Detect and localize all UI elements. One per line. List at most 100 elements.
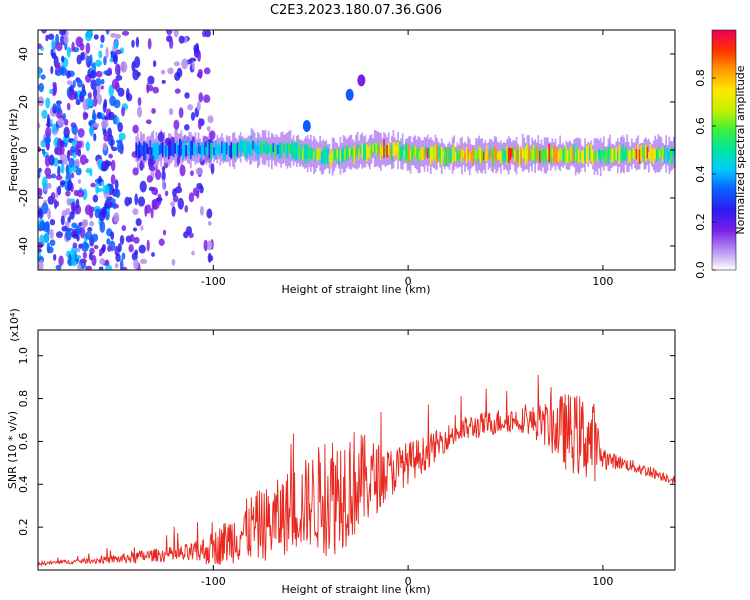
spectrogram-noise-cell (133, 236, 140, 244)
spectrogram-noise-cell (51, 39, 56, 50)
spectrogram-noise-cell (85, 42, 91, 54)
spectrogram-ridge-cell (568, 148, 571, 162)
spectrogram-noise-cell (91, 254, 97, 267)
spectrogram-ridge-cell (419, 150, 421, 160)
spectrogram-noise-cell (41, 176, 48, 189)
spectrogram-layer (38, 30, 675, 270)
spectrogram-noise-cell (74, 158, 80, 167)
spectrogram-ridge-cell (266, 142, 269, 156)
spectrogram-ridge-cell (328, 154, 331, 164)
spectrogram-noise-cell (110, 159, 116, 172)
spectrogram-noise-cell (178, 35, 185, 44)
spectrogram-ridge-cell (261, 139, 264, 155)
spectrogram-noise-cell (71, 222, 78, 229)
spectrogram-ridge-cell (507, 147, 510, 164)
spectrogram-noise-cell (98, 266, 104, 270)
spectrogram-ridge-cell (376, 142, 379, 156)
spectrogram-noise-cell (76, 189, 85, 198)
spectrogram-ridge-cell (225, 142, 228, 155)
spectrogram-noise-cell (125, 88, 130, 100)
spectrogram-ridge-cell (147, 146, 150, 155)
spectrogram-ridge-cell (294, 142, 297, 161)
spectrogram-noise-cell (87, 227, 93, 232)
spectrogram-noise-cell (43, 136, 51, 145)
spectrogram-ridge-cell (389, 147, 392, 160)
spectrogram-noise-cell (64, 221, 70, 228)
spectrogram-noise-cell (66, 149, 70, 162)
spectrogram-ridge-cell (615, 147, 618, 161)
spectrogram-ridge-cell (496, 152, 499, 161)
spectrogram-noise-cell (178, 107, 184, 119)
spectrogram-ridge-cell (577, 148, 580, 164)
spectrogram-noise-cell (70, 201, 76, 213)
spectrogram-noise-cell (40, 74, 46, 80)
spectrogram-ridge-cell (459, 146, 462, 159)
spectrogram-ridge-cell (521, 147, 524, 159)
spectrogram-ridge-cell (464, 153, 466, 161)
spectrogram-noise-cell (157, 131, 165, 143)
spectrogram-ridge-cell (283, 144, 286, 153)
spectrogram-ridge-cell (149, 140, 152, 159)
spectrogram-ridge-cell (189, 140, 192, 160)
spectrogram-ridge-cell (161, 141, 164, 157)
spectrogram-noise-cell (115, 253, 121, 263)
spectrogram-noise-cell (38, 259, 44, 270)
spectrogram-ridge-cell (540, 149, 543, 162)
spectrogram-noise-cell (117, 243, 122, 253)
spectrogram-noise-cell (209, 130, 216, 141)
snr-x-tick-label: 100 (592, 575, 613, 588)
spectrogram-noise-cell (171, 258, 176, 266)
spectrogram-noise-cell (54, 200, 60, 207)
spectrogram-ridge-cell (557, 150, 560, 163)
spectrogram-noise-cell (46, 182, 52, 189)
spectrogram-ridge-cell (613, 148, 616, 163)
spectrogram-noise-cell (118, 132, 126, 141)
spectrogram-ridge-cell (543, 147, 546, 163)
spectrogram-noise-cell (50, 191, 56, 201)
spectrogram-ridge-cell (242, 141, 245, 153)
spectrogram-noise-cell (128, 196, 133, 205)
spectrogram-ridge-cell (456, 150, 459, 161)
spectrogram-noise-cell (204, 30, 212, 38)
snr-layer (38, 374, 675, 567)
spectrogram-ridge-cell (461, 148, 463, 163)
spectrogram-noise-cell (49, 88, 54, 95)
spectrogram-x-tick-label: 0 (405, 275, 412, 288)
spectrogram-ridge-cell (146, 143, 149, 154)
spectrogram-ridge-cell (157, 143, 159, 159)
spectrogram-ridge-cell (673, 148, 675, 157)
spectrogram-ridge-cell (632, 148, 635, 159)
spectrogram-ridge-cell (347, 144, 350, 160)
spectrogram-noise-cell (44, 167, 52, 177)
spectrogram-noise-cell (90, 69, 97, 79)
spectrogram-noise-cell (114, 63, 121, 76)
spectrogram-ridge-cell (222, 141, 225, 161)
spectrogram-panel: -100 0 100 -40 -20 0 20 40 Height of straight l… (7, 29, 676, 296)
spectrogram-noise-cell (62, 113, 66, 121)
spectrogram-noise-cell (68, 253, 72, 264)
spectrogram-ridge-cell (420, 147, 423, 160)
spectrogram-ridge-cell (387, 142, 390, 155)
spectrogram-ridge-cell (400, 146, 403, 161)
spectrogram-noise-cell (146, 84, 154, 92)
spectrogram-ridge-cell (436, 144, 438, 164)
spectrogram-noise-cell (151, 108, 156, 114)
spectrogram-noise-cell (184, 124, 190, 131)
spectrogram-ridge-cell (286, 143, 289, 158)
spectrogram-ridge-cell (526, 143, 529, 162)
spectrogram-noise-cell (59, 140, 65, 147)
spectrogram-ridge-cell (553, 146, 555, 162)
spectrogram-noise-cell (87, 30, 94, 35)
spectrogram-ridge-cell (531, 149, 533, 160)
spectrogram-noise-cell (132, 227, 138, 232)
spectrogram-noise-cell (77, 128, 85, 138)
spectrogram-noise-cell (76, 255, 82, 260)
spectrogram-noise-cell (87, 92, 92, 100)
spectrogram-noise-cell (65, 229, 72, 241)
spectrogram-ridge-cell (450, 147, 452, 162)
spectrogram-ridge-cell (470, 151, 473, 161)
spectrogram-ridge-cell (587, 145, 590, 164)
spectrogram-y-tick-label: 20 (17, 95, 30, 109)
spectrogram-noise-cell (38, 170, 41, 179)
